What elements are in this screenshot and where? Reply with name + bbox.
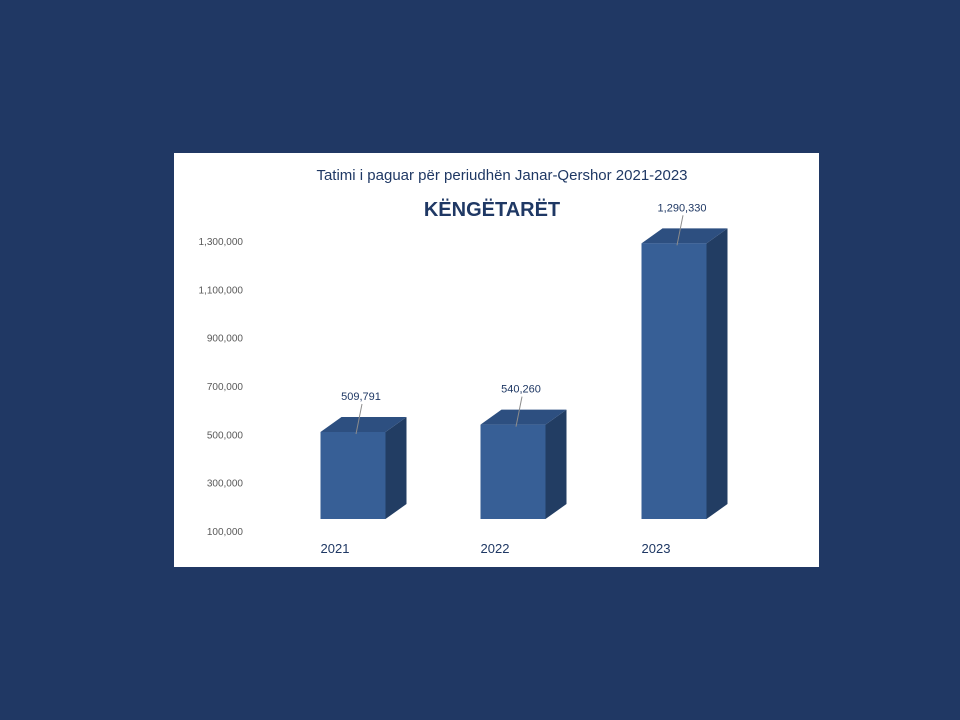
data-label-leader xyxy=(515,396,523,427)
bar-side xyxy=(385,416,407,519)
y-tick-label: 500,000 xyxy=(207,430,244,441)
chart-subtitle: KËNGËTARËT xyxy=(424,198,560,221)
y-tick-label: 1,100,000 xyxy=(199,285,244,296)
x-tick-label: 2023 xyxy=(642,541,671,556)
data-label-leader xyxy=(676,215,684,246)
y-axis: 100,000 300,000 500,000 700,000 900,000 1,100… xyxy=(199,237,244,538)
bar-top xyxy=(480,409,567,425)
bars: 509,791 540,260 1,290,330 xyxy=(320,202,728,519)
chart-panel: Tatimi i paguar për periudhën Janar-Qers… xyxy=(174,153,819,567)
chart-title: Tatimi i paguar për periudhën Janar-Qers… xyxy=(316,167,687,184)
bar-side xyxy=(706,228,728,519)
bar-front xyxy=(320,431,386,519)
x-tick-label: 2021 xyxy=(321,541,350,556)
bar-2022: 540,260 xyxy=(480,384,567,519)
bar-top xyxy=(641,228,728,244)
y-tick-label: 700,000 xyxy=(207,382,244,393)
data-label: 1,290,330 xyxy=(658,202,707,214)
data-label-leader xyxy=(355,403,363,435)
bar-2023: 1,290,330 xyxy=(641,202,728,519)
x-tick-label: 2022 xyxy=(481,541,510,556)
bar-front xyxy=(480,424,546,519)
y-tick-label: 1,300,000 xyxy=(199,237,244,248)
data-label: 540,260 xyxy=(501,384,541,396)
bar-top xyxy=(320,416,407,432)
x-axis: 2021 2022 2023 xyxy=(321,541,671,556)
bar-side xyxy=(545,409,567,519)
y-tick-label: 100,000 xyxy=(207,527,244,538)
bar-2021: 509,791 xyxy=(320,391,407,519)
y-tick-label: 300,000 xyxy=(207,479,244,490)
y-tick-label: 900,000 xyxy=(207,334,244,345)
bar-front xyxy=(641,243,707,519)
data-label: 509,791 xyxy=(341,391,381,403)
bar-chart: Tatimi i paguar për periudhën Janar-Qers… xyxy=(199,167,728,556)
